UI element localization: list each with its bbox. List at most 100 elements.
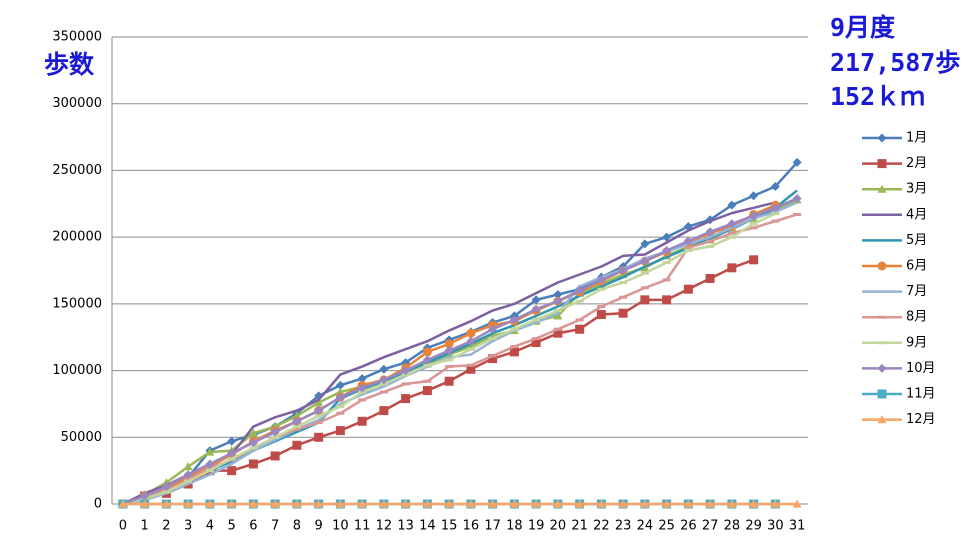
marker xyxy=(227,436,237,446)
marker xyxy=(357,499,367,508)
marker xyxy=(466,328,476,338)
series-line xyxy=(122,197,798,506)
marker xyxy=(877,184,887,193)
marker xyxy=(183,462,193,471)
marker xyxy=(553,290,563,300)
marker xyxy=(683,236,693,246)
series-line xyxy=(122,213,798,506)
marker xyxy=(531,338,541,348)
marker xyxy=(205,499,215,508)
x-tick-label: 14 xyxy=(419,519,436,534)
marker xyxy=(270,451,280,461)
marker xyxy=(553,311,563,320)
y-tick-label: 250000 xyxy=(52,163,102,178)
y-tick-label: 300000 xyxy=(52,96,102,111)
legend-label: 2月 xyxy=(906,156,927,171)
marker xyxy=(444,376,454,386)
x-tick-label: 2 xyxy=(162,519,170,534)
marker xyxy=(877,159,887,169)
marker xyxy=(531,499,541,508)
marker xyxy=(531,304,541,314)
marker xyxy=(379,364,389,374)
marker xyxy=(877,261,887,271)
marker xyxy=(596,275,606,285)
legend-label: 7月 xyxy=(906,284,927,299)
marker xyxy=(227,466,237,476)
y-tick-label: 150000 xyxy=(52,296,102,311)
x-tick-label: 10 xyxy=(332,519,349,534)
marker xyxy=(618,308,628,318)
x-tick-label: 11 xyxy=(354,519,371,534)
marker xyxy=(140,491,150,501)
marker xyxy=(575,324,585,334)
marker xyxy=(314,406,324,416)
marker xyxy=(683,284,693,294)
marker xyxy=(662,232,672,242)
marker xyxy=(118,499,128,508)
legend-label: 9月 xyxy=(906,335,927,350)
marker xyxy=(270,499,280,508)
marker xyxy=(683,499,693,508)
marker xyxy=(727,200,737,210)
marker xyxy=(749,191,759,201)
marker xyxy=(640,499,650,508)
marker xyxy=(531,295,541,305)
x-tick-label: 23 xyxy=(615,519,632,534)
marker xyxy=(488,499,498,508)
x-tick-label: 29 xyxy=(745,519,762,534)
marker xyxy=(596,499,606,508)
x-tick-label: 16 xyxy=(463,519,480,534)
x-tick-label: 19 xyxy=(528,519,545,534)
x-tick-label: 12 xyxy=(376,519,393,534)
marker xyxy=(553,296,563,306)
marker xyxy=(575,286,585,296)
marker xyxy=(357,416,367,426)
marker xyxy=(727,263,737,273)
x-tick-label: 27 xyxy=(702,519,719,534)
marker xyxy=(379,406,389,416)
x-tick-label: 4 xyxy=(206,519,214,534)
y-tick-label: 50000 xyxy=(61,430,102,445)
y-tick-label: 350000 xyxy=(52,30,102,45)
x-tick-label: 31 xyxy=(789,519,806,534)
marker xyxy=(705,274,715,284)
marker xyxy=(444,499,454,508)
x-tick-label: 17 xyxy=(484,519,501,534)
marker xyxy=(422,386,432,396)
marker xyxy=(618,266,628,275)
x-tick-label: 30 xyxy=(767,519,784,534)
marker xyxy=(488,354,498,364)
marker xyxy=(792,499,802,508)
marker xyxy=(292,440,302,450)
marker xyxy=(292,499,302,508)
legend-label: 1月 xyxy=(906,131,927,146)
x-tick-label: 24 xyxy=(637,519,654,534)
annotation: 217,587歩 xyxy=(830,48,960,77)
marker xyxy=(770,203,780,213)
x-tick-label: 8 xyxy=(293,519,301,534)
marker xyxy=(335,392,345,402)
marker xyxy=(662,499,672,508)
marker xyxy=(183,470,193,480)
marker xyxy=(248,459,258,469)
x-tick-label: 22 xyxy=(593,519,610,534)
x-tick-label: 26 xyxy=(680,519,697,534)
marker xyxy=(640,239,650,249)
marker xyxy=(662,245,672,255)
marker xyxy=(161,499,171,508)
marker xyxy=(314,499,324,508)
marker xyxy=(379,499,389,508)
marker xyxy=(422,347,432,357)
marker xyxy=(444,346,454,356)
legend-label: 3月 xyxy=(906,182,927,197)
x-tick-label: 1 xyxy=(140,519,148,534)
x-tick-label: 15 xyxy=(441,519,458,534)
marker xyxy=(466,336,476,346)
marker xyxy=(379,375,389,385)
legend-label: 11月 xyxy=(906,387,936,402)
marker xyxy=(509,347,519,357)
marker xyxy=(509,315,519,325)
marker xyxy=(749,211,759,221)
y-tick-label: 100000 xyxy=(52,363,102,378)
